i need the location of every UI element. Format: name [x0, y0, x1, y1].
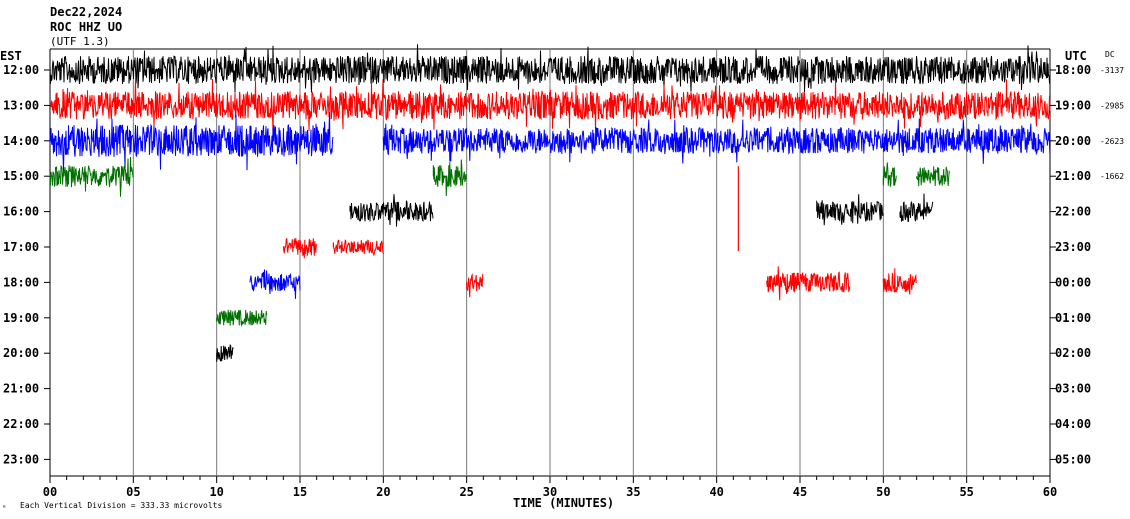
x-tick-label: 40 — [709, 485, 723, 499]
right-hour-label: 04:00 — [1055, 417, 1091, 431]
x-tick-label: 20 — [376, 485, 390, 499]
trace-row-6-segment-2 — [882, 268, 917, 295]
minute-gridlines — [132, 49, 968, 476]
x-tick-label: 35 — [626, 485, 640, 499]
right-hour-label: 23:00 — [1055, 240, 1091, 254]
right-hour-label: 03:00 — [1055, 382, 1091, 396]
x-tick-label: 50 — [876, 485, 890, 499]
x-tick-label: 55 — [959, 485, 973, 499]
trace-row-5-segment-1 — [332, 239, 384, 257]
trace-row-6-segment-0 — [466, 273, 484, 298]
dc-header-label: DC — [1105, 50, 1115, 59]
right-hour-labels: 18:00 19:00 20:00 21:00 22:00 23:00 00:00 01:00… — [1055, 63, 1091, 466]
minute-ticks — [49, 476, 1051, 483]
x-tick-label: 00 — [43, 485, 57, 499]
trace-row-3-segment-0 — [49, 156, 134, 197]
left-hour-label: 19:00 — [3, 311, 39, 325]
x-tick-label: 05 — [126, 485, 140, 499]
scale-note: Each Vertical Division = 333.33 microvol… — [20, 501, 222, 510]
right-hour-label: 18:00 — [1055, 63, 1091, 77]
trace-row-7-segment-0 — [216, 309, 268, 328]
x-tick-label: 15 — [293, 485, 307, 499]
trace-row-6-segment-0 — [249, 269, 301, 299]
date-label: Dec22,2024 — [50, 5, 122, 19]
x-tick-label: 60 — [1043, 485, 1057, 499]
left-timezone-label: EST — [0, 49, 22, 63]
trace-row-5-segment-0 — [282, 238, 317, 259]
trace-group — [49, 44, 1051, 362]
right-hour-label: 21:00 — [1055, 169, 1091, 183]
left-hour-label: 17:00 — [3, 240, 39, 254]
trace-row-4-segment-0 — [349, 194, 434, 227]
left-hour-labels: 12:00 13:00 14:00 15:00 16:00 17:00 18:00 19:00… — [3, 63, 39, 466]
x-tick-labels: 00 05 10 15 20 25 30 35 40 45 50 55 60 — [43, 485, 1057, 499]
right-timezone-label: UTC — [1065, 49, 1087, 63]
left-hour-label: 18:00 — [3, 275, 39, 289]
dc-value-labels: -3137 -2985 -2623 -1662 — [1100, 66, 1124, 181]
trace-row-2-segment-1 — [382, 118, 1051, 164]
left-hour-label: 23:00 — [3, 452, 39, 466]
scale-mark-icon: ᵐ — [2, 504, 6, 512]
trace-row-8-segment-0 — [216, 344, 234, 362]
trace-row-0-segment-0 — [49, 44, 1051, 93]
trace-row-1-segment-0 — [49, 78, 1051, 133]
x-tick-label: 10 — [209, 485, 223, 499]
trace-row-4-segment-2 — [899, 193, 934, 223]
trace-row-6-segment-1 — [766, 266, 851, 301]
station-extra-label: (UTF 1.3) — [50, 35, 110, 48]
trace-row-2-segment-0 — [49, 111, 334, 171]
x-tick-label: 25 — [459, 485, 473, 499]
left-hour-label: 13:00 — [3, 98, 39, 112]
right-hour-label: 02:00 — [1055, 346, 1091, 360]
left-hour-label: 12:00 — [3, 63, 39, 77]
left-hour-label: 16:00 — [3, 205, 39, 219]
station-label: ROC HHZ UO — [50, 20, 122, 34]
hour-ticks — [44, 69, 1056, 460]
x-tick-label: 45 — [793, 485, 807, 499]
right-hour-label: 05:00 — [1055, 452, 1091, 466]
left-hour-label: 14:00 — [3, 134, 39, 148]
left-hour-label: 21:00 — [3, 382, 39, 396]
dc-value-label: -2623 — [1100, 137, 1124, 146]
dc-value-label: -1662 — [1100, 172, 1124, 181]
trace-row-3-segment-1 — [432, 159, 467, 197]
left-hour-label: 22:00 — [3, 417, 39, 431]
right-hour-label: 01:00 — [1055, 311, 1091, 325]
trace-row-3-segment-2 — [882, 162, 897, 188]
right-hour-label: 22:00 — [1055, 205, 1091, 219]
right-hour-label: 00:00 — [1055, 275, 1091, 289]
right-hour-label: 20:00 — [1055, 134, 1091, 148]
trace-row-3-segment-3 — [916, 166, 951, 187]
right-hour-label: 19:00 — [1055, 98, 1091, 112]
left-hour-label: 20:00 — [3, 346, 39, 360]
trace-row-4-segment-1 — [816, 194, 884, 226]
dc-value-label: -2985 — [1100, 101, 1124, 110]
dc-value-label: -3137 — [1100, 66, 1124, 75]
x-tick-label: 30 — [543, 485, 557, 499]
x-axis-title: TIME (MINUTES) — [513, 496, 614, 510]
left-hour-label: 15:00 — [3, 169, 39, 183]
